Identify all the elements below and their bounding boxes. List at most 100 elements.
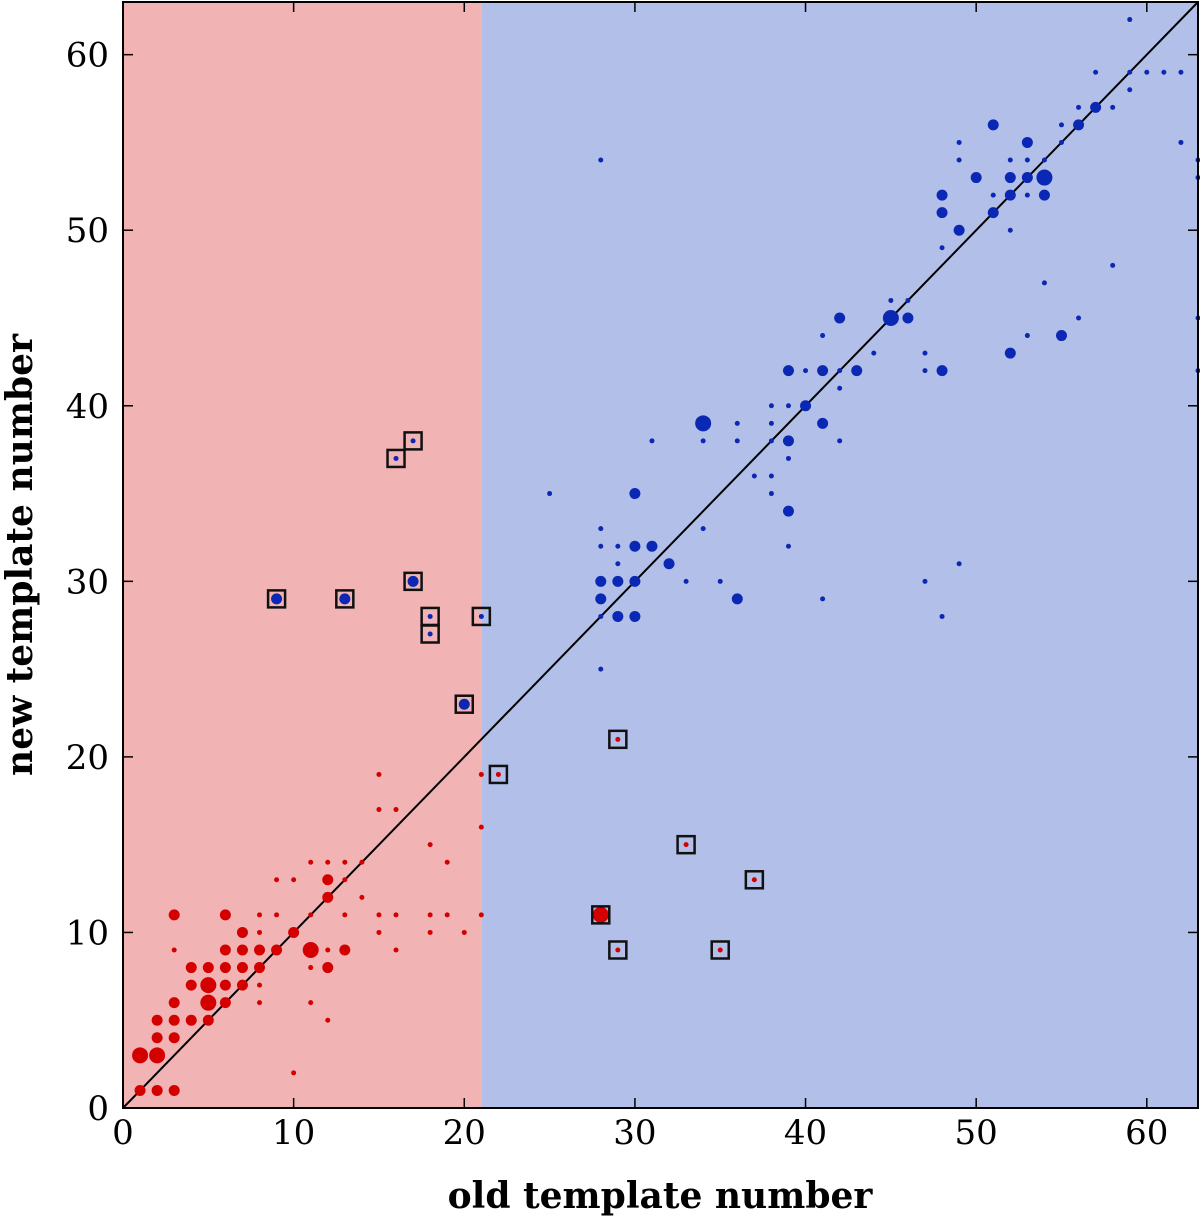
axis-ticks: 0 10 20 30 40 50 60 0 10 20 30 40 50 60	[66, 2, 1198, 1153]
blue-point	[1076, 315, 1082, 321]
blue-point	[922, 350, 928, 356]
blue-point	[1038, 189, 1050, 201]
blue-point	[734, 420, 740, 426]
red-point	[271, 944, 283, 956]
red-point	[200, 994, 217, 1011]
blue-point	[731, 593, 743, 605]
red-point	[168, 909, 180, 921]
blue-point	[1021, 172, 1033, 184]
blue-point	[768, 473, 774, 479]
red-point	[325, 947, 331, 953]
red-point	[461, 929, 467, 935]
blue-point	[905, 297, 911, 303]
red-point	[376, 929, 382, 935]
red-point	[342, 912, 348, 918]
red-point	[478, 824, 484, 830]
blue-point	[1024, 192, 1030, 198]
y-tick-label: 40	[66, 387, 109, 427]
blue-point	[834, 312, 846, 324]
blue-point	[1041, 280, 1047, 286]
red-point	[444, 912, 450, 918]
y-tick-label: 0	[87, 1089, 109, 1129]
highlight-box	[710, 940, 730, 960]
blue-point	[837, 385, 843, 391]
red-point	[257, 912, 263, 918]
highlight-box	[454, 694, 475, 714]
y-tick-label: 60	[66, 36, 109, 76]
red-point	[236, 944, 248, 956]
red-point	[257, 982, 263, 988]
blue-point	[817, 365, 829, 377]
blue-point	[629, 610, 641, 622]
blue-point	[339, 593, 351, 605]
red-point	[151, 1032, 163, 1044]
blue-point	[990, 192, 996, 198]
blue-point	[407, 575, 419, 587]
red-point	[149, 1047, 166, 1064]
blue-point	[1110, 262, 1116, 268]
red-point	[134, 1084, 146, 1096]
red-point	[171, 947, 177, 953]
blue-point	[547, 491, 553, 497]
x-tick-label: 50	[955, 1113, 998, 1153]
red-point	[151, 1084, 163, 1096]
red-point	[325, 859, 331, 865]
blue-point	[882, 310, 899, 326]
blue-point	[953, 224, 965, 236]
highlight-box	[471, 606, 492, 627]
red-point	[427, 912, 433, 918]
red-point	[308, 965, 314, 971]
y-tick-label: 20	[66, 738, 109, 778]
blue-point	[1178, 139, 1184, 145]
blue-point	[1127, 69, 1133, 75]
red-point	[151, 1014, 163, 1026]
blue-point	[1161, 69, 1167, 75]
x-tick-label: 30	[613, 1113, 656, 1153]
blue-point	[1041, 157, 1047, 163]
blue-point	[629, 540, 641, 552]
blue-point	[1144, 69, 1150, 75]
blue-point	[851, 365, 863, 377]
red-point	[308, 859, 314, 865]
red-point	[236, 926, 248, 938]
blue-point	[936, 365, 948, 377]
red-point	[376, 912, 382, 918]
blue-point	[629, 488, 641, 500]
blue-point	[939, 245, 945, 251]
red-point	[308, 1000, 314, 1006]
blue-point	[271, 593, 283, 605]
red-point	[427, 842, 433, 848]
blue-point	[700, 438, 706, 444]
red-point	[592, 906, 609, 923]
red-point	[168, 997, 180, 1009]
red-point	[302, 942, 319, 958]
y-tick-label: 10	[66, 913, 109, 953]
highlight-box	[266, 589, 287, 609]
red-point	[495, 771, 501, 777]
y-tick-label: 50	[66, 211, 109, 251]
blue-point	[393, 455, 399, 461]
red-point	[168, 1032, 180, 1044]
red-point	[342, 877, 348, 883]
red-point	[751, 877, 757, 883]
x-tick-label: 10	[272, 1113, 315, 1153]
blue-point	[1058, 139, 1064, 145]
blue-point	[649, 438, 655, 444]
red-point	[322, 874, 334, 886]
data-points	[132, 17, 1200, 1096]
blue-point	[427, 631, 433, 637]
blue-point	[1058, 122, 1064, 128]
blue-point	[782, 435, 794, 447]
red-point	[274, 877, 280, 883]
blue-point	[1127, 87, 1133, 93]
blue-point	[820, 596, 826, 602]
blue-point	[1004, 347, 1016, 359]
red-point	[717, 947, 723, 953]
blue-point	[902, 312, 914, 324]
red-point	[236, 962, 248, 974]
red-point	[219, 962, 231, 974]
blue-point	[598, 666, 604, 672]
red-point	[257, 1000, 263, 1006]
highlight-box	[676, 834, 696, 855]
red-point	[478, 912, 484, 918]
